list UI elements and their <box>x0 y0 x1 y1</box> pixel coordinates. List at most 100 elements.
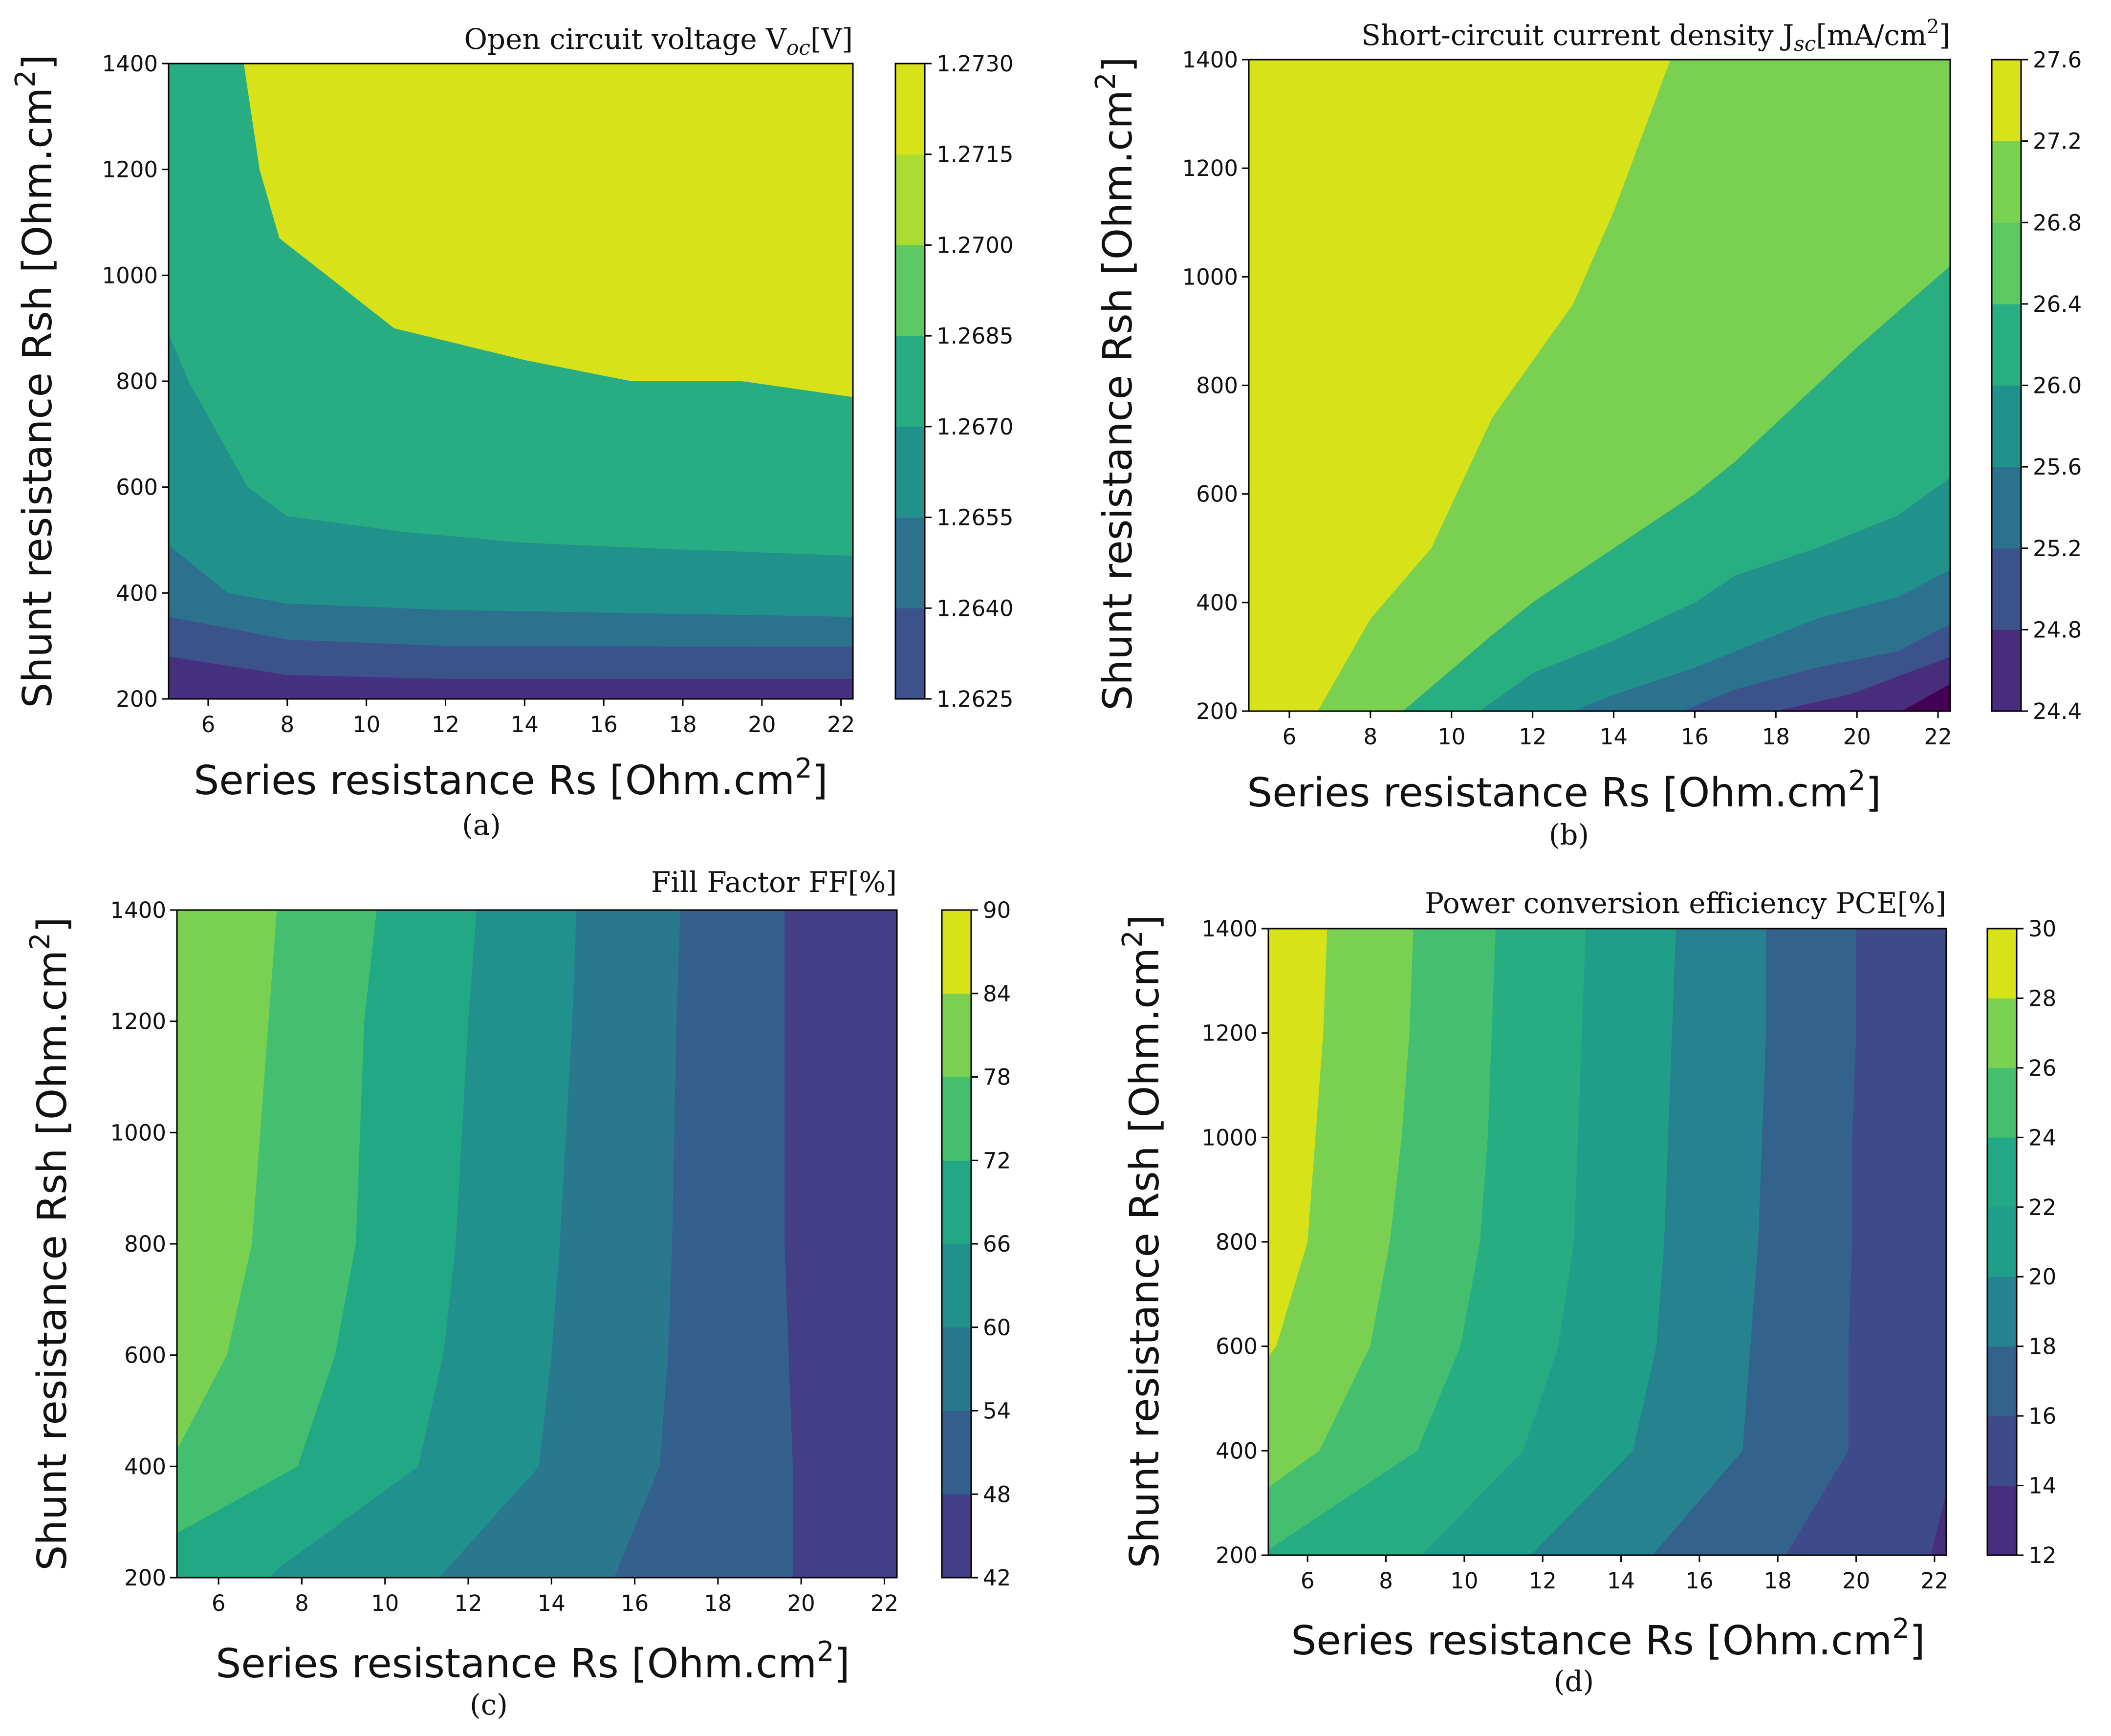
colorbar-tick-label: 1.2700 <box>936 232 1013 258</box>
colorbar-segment <box>1992 222 2021 304</box>
x-tick-label: 8 <box>280 712 294 738</box>
x-tick-label: 16 <box>1681 724 1709 750</box>
colorbar-tick-label: 54 <box>983 1398 1011 1424</box>
x-tick-label: 14 <box>511 712 539 738</box>
colorbar-tick-label: 60 <box>983 1315 1011 1341</box>
y-tick-label: 200 <box>1196 698 1238 724</box>
x-tick-label: 20 <box>787 1590 815 1616</box>
y-tick-label: 200 <box>116 686 158 712</box>
colorbar: 42 48 54 60 66 72 78 84 90 <box>941 897 1011 1591</box>
chart-panel-2: 6 8 10 12 14 16 18 20 22 200 400 600 800 1000 1200 1400… <box>1090 16 2082 851</box>
x-tick-label: 14 <box>538 1590 566 1616</box>
colorbar-segment <box>1992 60 2021 142</box>
x-tick-label: 18 <box>704 1590 732 1616</box>
colorbar-frame <box>894 63 926 700</box>
x-tick-label: 18 <box>1764 1568 1792 1594</box>
colorbar-tick-label: 72 <box>983 1148 1011 1173</box>
y-tick-label: 1000 <box>110 1120 166 1146</box>
y-tick-label: 1200 <box>110 1009 166 1035</box>
colorbar-tick-label: 78 <box>983 1064 1011 1090</box>
x-tick-label: 10 <box>1450 1568 1478 1594</box>
colorbar-segment <box>942 993 971 1077</box>
y-axis-label: Shunt resistance Rsh [Ohm.cm2] <box>1090 57 1141 711</box>
colorbar-tick-label: 18 <box>2028 1334 2056 1360</box>
x-tick-label: 14 <box>1607 1568 1635 1594</box>
colorbar-tick-label: 24 <box>2028 1125 2056 1150</box>
colorbar-tick-label: 1.2625 <box>936 686 1013 712</box>
contour-band <box>1403 60 1950 711</box>
chart-title: Fill Factor FF[%] <box>651 866 897 899</box>
colorbar-tick-label: 1.2685 <box>936 323 1013 349</box>
x-tick-label: 18 <box>669 712 696 738</box>
colorbar-tick-label: 30 <box>2028 916 2056 942</box>
x-tick-label: 6 <box>201 712 216 738</box>
colorbar-tick-label: 66 <box>983 1231 1011 1257</box>
y-tick-label: 400 <box>1196 590 1238 616</box>
colorbar-tick-label: 26.0 <box>2033 373 2082 399</box>
panel-caption: (b) <box>1549 818 1589 851</box>
colorbar-segment <box>1987 929 2017 998</box>
contour-band <box>1480 60 1950 711</box>
colorbar-segment <box>942 1494 971 1578</box>
colorbar-tick-label: 26 <box>2028 1055 2056 1081</box>
colorbar-tick-label: 1.2640 <box>936 595 1013 621</box>
colorbar-tick-label: 84 <box>983 981 1011 1007</box>
y-tick-label: 800 <box>116 369 158 394</box>
y-axis-label: Shunt resistance Rsh [Ohm.cm2] <box>10 54 61 708</box>
y-tick-label: 1000 <box>1182 264 1238 290</box>
x-tick-label: 12 <box>432 712 459 738</box>
y-tick-label: 200 <box>1216 1542 1258 1568</box>
colorbar-segment <box>1987 1416 2017 1486</box>
colorbar-tick-label: 20 <box>2028 1264 2056 1290</box>
colorbar-segment <box>895 64 925 155</box>
colorbar-tick-label: 28 <box>2028 985 2056 1011</box>
x-tick-label: 8 <box>1379 1568 1393 1594</box>
colorbar: 24.4 24.8 25.2 25.6 26.0 26.4 26.8 27.2 27.6 <box>1991 47 2082 724</box>
colorbar-frame <box>1986 928 2018 1556</box>
x-tick-label: 20 <box>748 712 776 738</box>
colorbar: 1.2625 1.2640 1.2655 1.2670 1.2685 1.2700 1.27… <box>894 51 1013 712</box>
contour-plot <box>1268 929 1946 1555</box>
x-tick-label: 6 <box>1283 724 1297 750</box>
colorbar-tick-label: 26.8 <box>2033 210 2082 236</box>
contour-band <box>1930 1492 1946 1555</box>
colorbar-tick-label: 26.4 <box>2033 291 2082 317</box>
x-tick-label: 10 <box>1437 724 1465 750</box>
colorbar-tick-label: 24.4 <box>2033 698 2082 724</box>
x-tick-label: 20 <box>1843 724 1871 750</box>
colorbar-segment <box>942 1410 971 1495</box>
contour-band <box>1682 60 1950 711</box>
colorbar-segment <box>895 154 925 245</box>
chart-title: Short-circuit current density Jsc[mA/cm2… <box>1361 16 1950 56</box>
colorbar-tick-label: 1.2670 <box>936 414 1013 440</box>
colorbar-segment <box>895 245 925 336</box>
colorbar: 12 14 16 18 20 22 24 26 28 30 <box>1986 916 2056 1568</box>
y-tick-label: 1000 <box>1201 1125 1258 1150</box>
colorbar-segment <box>1992 385 2021 467</box>
colorbar-segment <box>942 1160 971 1244</box>
x-tick-label: 10 <box>352 712 380 738</box>
y-tick-label: 1200 <box>1201 1020 1258 1046</box>
y-tick-label: 800 <box>1196 373 1238 399</box>
colorbar-segment <box>1987 1346 2017 1416</box>
chart-title: Open circuit voltage Voc[V] <box>464 22 853 60</box>
colorbar-segment <box>942 1327 971 1411</box>
y-tick-label: 1200 <box>102 157 158 183</box>
colorbar-segment <box>942 910 971 994</box>
colorbar-tick-label: 12 <box>2028 1542 2056 1568</box>
colorbar-tick-label: 24.8 <box>2033 617 2082 643</box>
y-tick-label: 600 <box>116 475 158 500</box>
y-tick-label: 200 <box>124 1565 166 1591</box>
y-tick-label: 600 <box>124 1343 166 1368</box>
colorbar-segment <box>1992 304 2021 386</box>
chart-panel-4: 6 8 10 12 14 16 18 20 22 200 400 600 800 1000 1200 1400… <box>1117 887 2056 1698</box>
panel-caption: (a) <box>462 808 501 842</box>
colorbar-tick-label: 1.2715 <box>936 142 1013 168</box>
colorbar-segment <box>895 517 925 608</box>
colorbar-tick-label: 22 <box>2028 1194 2056 1220</box>
colorbar-tick-label: 25.6 <box>2033 454 2082 480</box>
colorbar-tick-label: 25.2 <box>2033 536 2082 562</box>
colorbar-tick-label: 42 <box>983 1565 1011 1591</box>
y-tick-label: 1000 <box>102 262 158 288</box>
